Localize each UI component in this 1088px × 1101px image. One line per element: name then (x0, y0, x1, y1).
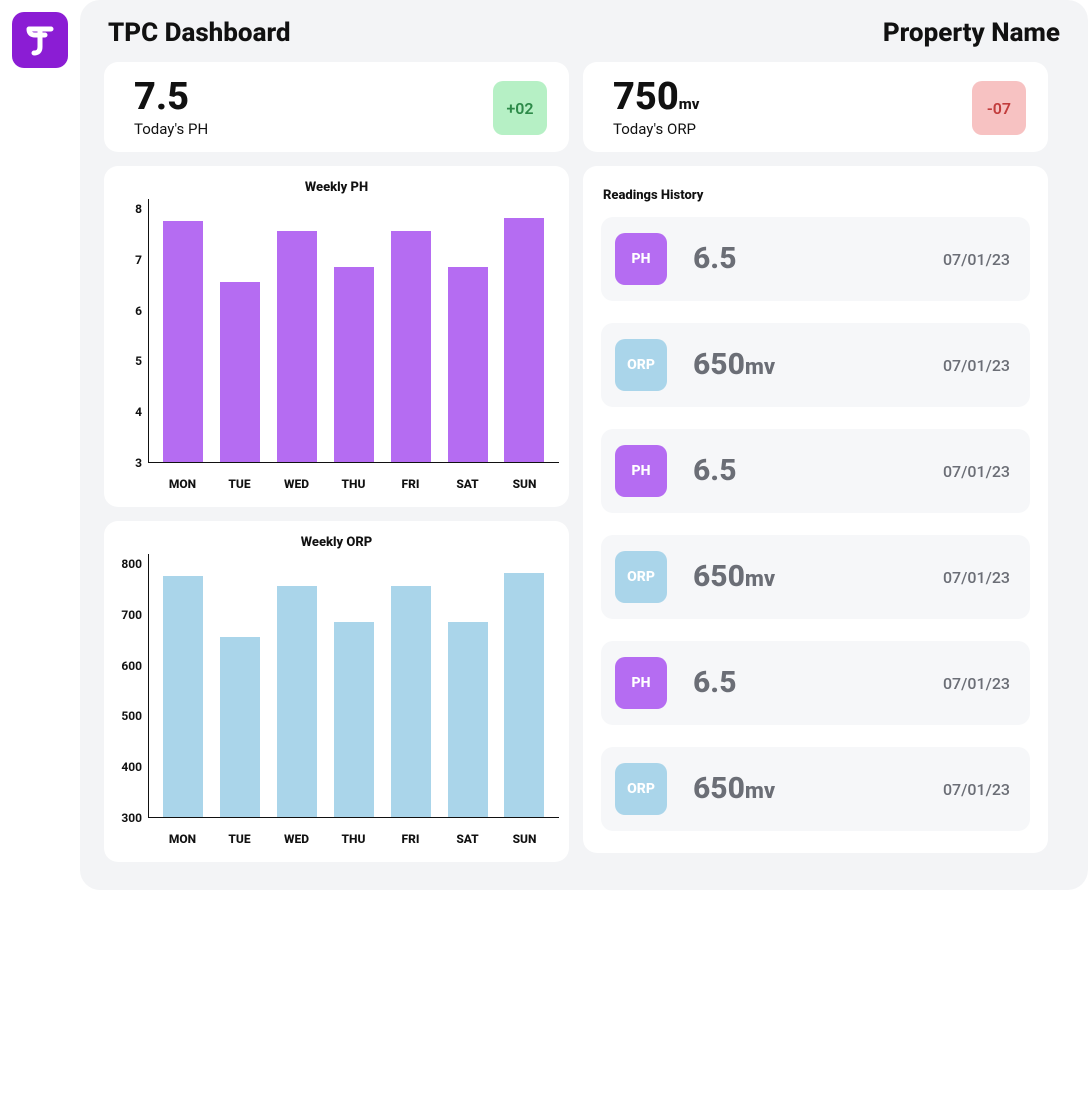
history-item[interactable]: PH 6.5 07/01/23 (601, 217, 1030, 301)
chart-orp-plot (148, 554, 559, 818)
history-value: 650mv (693, 774, 917, 804)
chart-ph-plot (148, 199, 559, 463)
logo-icon (23, 23, 57, 57)
x-tick: THU (334, 832, 374, 846)
history-badge: PH (615, 657, 667, 709)
chart-bar (391, 586, 431, 817)
chart-bar (504, 573, 544, 817)
chart-bar (448, 622, 488, 817)
x-tick: SAT (448, 477, 488, 491)
chart-bar (163, 221, 203, 462)
history-value: 6.5 (693, 668, 917, 698)
kpi-orp-unit: mv (679, 95, 700, 113)
chart-ph-card: Weekly PH 3 4 5 6 7 8 MON TUE WED THU FRI SAT SUN (104, 166, 569, 507)
history-list: PH 6.5 07/01/23 ORP 650mv 07/01/23 PH 6.5 07/01/… (601, 217, 1030, 831)
history-item[interactable]: PH 6.5 07/01/23 (601, 429, 1030, 513)
x-tick: MON (163, 832, 203, 846)
history-badge: ORP (615, 763, 667, 815)
history-item[interactable]: ORP 650mv 07/01/23 (601, 747, 1030, 831)
chart-ph-y-axis: 345678 (114, 199, 148, 463)
chart-bar (220, 637, 260, 817)
y-tick: 8 (135, 202, 142, 216)
kpi-orp-delta: -07 (972, 81, 1026, 135)
history-item[interactable]: PH 6.5 07/01/23 (601, 641, 1030, 725)
kpi-orp-value: 750 (613, 75, 679, 119)
history-value: 6.5 (693, 456, 917, 486)
history-badge: PH (615, 445, 667, 497)
y-tick: 600 (121, 659, 142, 673)
app-logo[interactable] (12, 12, 68, 68)
kpi-ph-value: 7.5 (134, 75, 189, 119)
x-tick: FRI (391, 477, 431, 491)
chart-bar (334, 622, 374, 817)
x-tick: SUN (505, 477, 545, 491)
y-tick: 6 (135, 304, 142, 318)
property-name: Property Name (883, 18, 1060, 48)
x-tick: FRI (391, 832, 431, 846)
kpi-ph-card: 7.5 Today's PH +02 (104, 62, 569, 152)
chart-bar (277, 586, 317, 817)
y-tick: 500 (121, 709, 142, 723)
kpi-orp-label: Today's ORP (613, 120, 699, 138)
chart-ph-x-axis: MON TUE WED THU FRI SAT SUN (148, 463, 559, 497)
chart-bar (220, 282, 260, 462)
history-value: 650mv (693, 562, 917, 592)
y-tick: 5 (135, 354, 142, 368)
y-tick: 400 (121, 760, 142, 774)
chart-bar (277, 231, 317, 462)
history-date: 07/01/23 (943, 250, 1010, 269)
history-date: 07/01/23 (943, 356, 1010, 375)
content-grid: 7.5 Today's PH +02 Weekly PH 3 4 5 6 7 8 MON T… (104, 62, 1064, 862)
chart-orp-card: Weekly ORP 300 400 500 600 700 800 MON TUE WED T… (104, 521, 569, 862)
y-tick: 3 (135, 456, 142, 470)
history-value: 6.5 (693, 244, 917, 274)
x-tick: WED (277, 832, 317, 846)
chart-orp-x-axis: MON TUE WED THU FRI SAT SUN (148, 818, 559, 852)
page-title: TPC Dashboard (108, 18, 291, 48)
topbar: TPC Dashboard Property Name (104, 18, 1064, 48)
chart-bar (448, 267, 488, 462)
history-title: Readings History (603, 188, 1030, 203)
history-date: 07/01/23 (943, 674, 1010, 693)
history-badge: PH (615, 233, 667, 285)
history-date: 07/01/23 (943, 462, 1010, 481)
chart-ph-title: Weekly PH (114, 180, 559, 195)
x-tick: SUN (505, 832, 545, 846)
main-area: TPC Dashboard Property Name 7.5 Today's … (80, 0, 1088, 890)
history-value: 650mv (693, 350, 917, 380)
history-date: 07/01/23 (943, 568, 1010, 587)
chart-orp-y-axis: 300400500600700800 (114, 554, 148, 818)
chart-orp-title: Weekly ORP (114, 535, 559, 550)
x-tick: TUE (220, 832, 260, 846)
history-badge: ORP (615, 339, 667, 391)
x-tick: TUE (220, 477, 260, 491)
kpi-ph-label: Today's PH (134, 120, 208, 138)
chart-bar (163, 576, 203, 817)
x-tick: THU (334, 477, 374, 491)
x-tick: SAT (448, 832, 488, 846)
history-badge: ORP (615, 551, 667, 603)
y-tick: 7 (135, 253, 142, 267)
chart-bar (504, 218, 544, 462)
kpi-ph-delta: +02 (493, 81, 547, 135)
x-tick: MON (163, 477, 203, 491)
y-tick: 700 (121, 608, 142, 622)
history-item[interactable]: ORP 650mv 07/01/23 (601, 535, 1030, 619)
y-tick: 300 (121, 811, 142, 825)
y-tick: 4 (135, 405, 142, 419)
app-shell: TPC Dashboard Property Name 7.5 Today's … (0, 0, 1088, 890)
history-card: Readings History PH 6.5 07/01/23 ORP 650mv 07… (583, 166, 1048, 853)
chart-bar (391, 231, 431, 462)
history-date: 07/01/23 (943, 780, 1010, 799)
kpi-orp-card: 750mv Today's ORP -07 (583, 62, 1048, 152)
sidebar (0, 0, 80, 890)
y-tick: 800 (121, 557, 142, 571)
history-item[interactable]: ORP 650mv 07/01/23 (601, 323, 1030, 407)
x-tick: WED (277, 477, 317, 491)
chart-bar (334, 267, 374, 462)
